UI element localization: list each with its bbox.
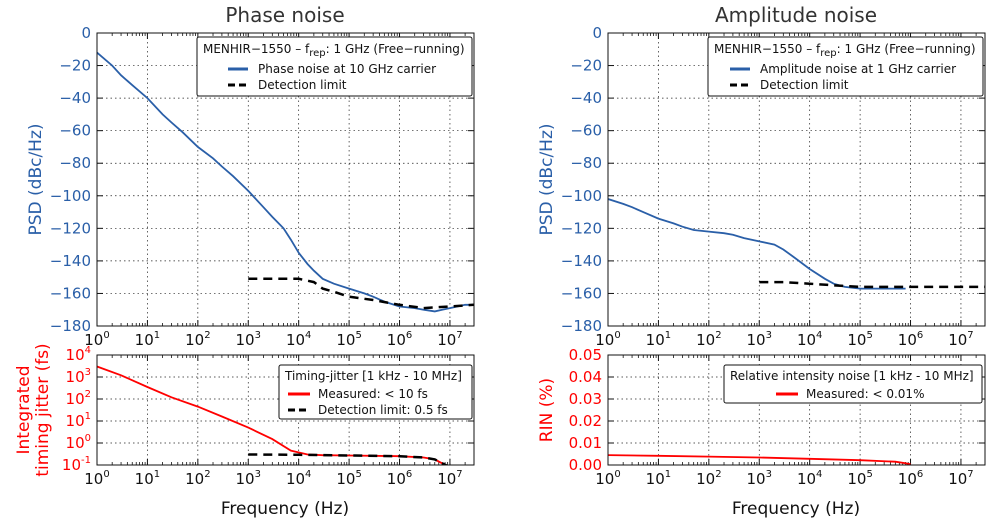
phase-x-tick-label: 102 (185, 330, 210, 349)
jitter-y-tick-label: 102 (66, 389, 91, 408)
amp-x-tick-label: 107 (948, 330, 973, 349)
amp-y-tick-label: −20 (570, 57, 602, 75)
phase-series-detection-limit (248, 277, 474, 310)
amp-y-tick-label: −140 (561, 252, 602, 270)
rin-y-tick-label: 0.01 (569, 434, 602, 452)
amp-series-detection-limit (759, 280, 985, 289)
amp-x-tick-label: 106 (898, 330, 923, 349)
amp-y-tick-label: −80 (570, 154, 602, 172)
rin-x-tick-label: 102 (696, 469, 721, 488)
amp-y-tick-label: −60 (570, 122, 602, 140)
phase-y-tick-label: −120 (50, 219, 91, 237)
amp-frame (607, 32, 986, 327)
legend-rin: Relative intensity noise [1 kHz - 10 MHz… (723, 364, 983, 404)
phase-x-tick-label: 104 (286, 330, 311, 349)
rin-y-tick-label: 0.05 (569, 346, 602, 364)
phase-frame (96, 32, 475, 327)
phase-x-tick-label: 100 (84, 330, 109, 349)
jitter-y-tick-label: 10-1 (62, 455, 91, 474)
phase-noise-title: Phase noise (225, 3, 344, 27)
amp-x-tick-label: 103 (747, 330, 772, 349)
jitter-x-tick-label: 101 (135, 469, 160, 488)
rin-x-tick-label: 103 (747, 469, 772, 488)
rin-y-tick-label: 0.03 (569, 390, 602, 408)
rin-series-measured (608, 454, 911, 465)
amp-y-tick-label: −180 (561, 317, 602, 335)
legend-rin-title: Relative intensity noise [1 kHz - 10 MHz… (730, 369, 974, 383)
rin-x-tick-label: 106 (898, 469, 923, 488)
phase-y-tick-label: −100 (50, 187, 91, 205)
jitter-x-tick-label: 103 (236, 469, 261, 488)
phase-y-tick-label: −80 (59, 154, 91, 172)
rin-x-tick-label: 101 (646, 469, 671, 488)
phase-x-tick-label: 103 (236, 330, 261, 349)
phase-y-tick-label: −160 (50, 284, 91, 302)
phase-y-axis-label: PSD (dBc/Hz) (26, 123, 46, 235)
rin-x-tick-label: 100 (595, 469, 620, 488)
legend-amp-item-2: Detection limit (760, 78, 849, 92)
jitter-y-tick-label: 103 (66, 367, 91, 386)
phase-y-tick-label: −20 (59, 57, 91, 75)
amp-y-tick-label: 0 (592, 24, 602, 42)
amp-x-tick-label: 102 (696, 330, 721, 349)
amp-x-tick-label: 105 (847, 330, 872, 349)
jitter-x-tick-label: 104 (286, 469, 311, 488)
phase-series-measured (97, 51, 474, 313)
legend-phase-noise: MENHIR−1550 – frep: 1 GHz (Free−running)… (196, 36, 473, 97)
jitter-x-tick-label: 105 (336, 469, 361, 488)
legend-phase-item-1: Phase noise at 10 GHz carrier (258, 62, 436, 76)
jitter-y-tick-label: 101 (66, 411, 91, 430)
jitter-frame (96, 354, 475, 466)
legend-amp-title: MENHIR−1550 – frep: 1 GHz (Free−running) (714, 42, 976, 59)
amp-y-tick-label: −120 (561, 219, 602, 237)
amp-y-axis-label: PSD (dBc/Hz) (537, 123, 557, 235)
phase-x-tick-label: 105 (336, 330, 361, 349)
x-axis-label-left: Frequency (Hz) (221, 499, 349, 519)
legend-amp-item-1: Amplitude noise at 1 GHz carrier (760, 62, 956, 76)
amp-x-tick-label: 100 (595, 330, 620, 349)
amp-y-tick-label: −160 (561, 284, 602, 302)
rin-x-tick-label: 104 (797, 469, 822, 488)
rin-y-tick-label: 0.00 (569, 456, 602, 474)
rin-y-tick-label: 0.04 (569, 368, 602, 386)
rin-x-tick-label: 107 (948, 469, 973, 488)
jitter-y-tick-label: 100 (66, 433, 91, 452)
phase-y-tick-label: −60 (59, 122, 91, 140)
legend-phase-title: MENHIR−1550 – frep: 1 GHz (Free−running) (203, 42, 465, 59)
amp-x-tick-label: 101 (646, 330, 671, 349)
x-axis-label-right: Frequency (Hz) (732, 499, 860, 519)
jitter-series-measured (97, 365, 448, 465)
amplitude-noise-title: Amplitude noise (715, 3, 877, 27)
jitter-x-tick-label: 107 (437, 469, 462, 488)
jitter-x-tick-label: 106 (387, 469, 412, 488)
rin-x-tick-label: 105 (847, 469, 872, 488)
jitter-x-tick-label: 100 (84, 469, 109, 488)
jitter-y-tick-label: 104 (66, 345, 91, 364)
amp-x-tick-label: 104 (797, 330, 822, 349)
phase-x-tick-label: 101 (135, 330, 160, 349)
legend-jitter-title: Timing-jitter [1 kHz - 10 MHz] (284, 369, 462, 383)
legend-rin-item-1: Measured: < 0.01% (806, 387, 924, 401)
rin-y-axis-label: RIN (%) (537, 378, 557, 442)
legend-timing-jitter: Timing-jitter [1 kHz - 10 MHz] Measured:… (278, 364, 473, 420)
jitter-y-axis-label: Integratedtiming jitter (fs) (14, 343, 53, 476)
phase-x-tick-label: 106 (387, 330, 412, 349)
amp-series-measured (608, 198, 906, 290)
phase-y-tick-label: −180 (50, 317, 91, 335)
legend-jitter-item-2: Detection limit: 0.5 fs (318, 403, 448, 417)
rin-frame (607, 354, 986, 466)
rin-y-tick-label: 0.02 (569, 412, 602, 430)
legend-jitter-item-1: Measured: < 10 fs (318, 387, 428, 401)
phase-y-tick-label: 0 (81, 24, 91, 42)
legend-phase-item-2: Detection limit (258, 78, 347, 92)
jitter-x-tick-label: 102 (185, 469, 210, 488)
amp-y-tick-label: −40 (570, 89, 602, 107)
phase-x-tick-label: 107 (437, 330, 462, 349)
phase-y-tick-label: −140 (50, 252, 91, 270)
phase-y-tick-label: −40 (59, 89, 91, 107)
legend-amplitude-noise: MENHIR−1550 – frep: 1 GHz (Free−running)… (707, 36, 984, 97)
amp-y-tick-label: −100 (561, 187, 602, 205)
